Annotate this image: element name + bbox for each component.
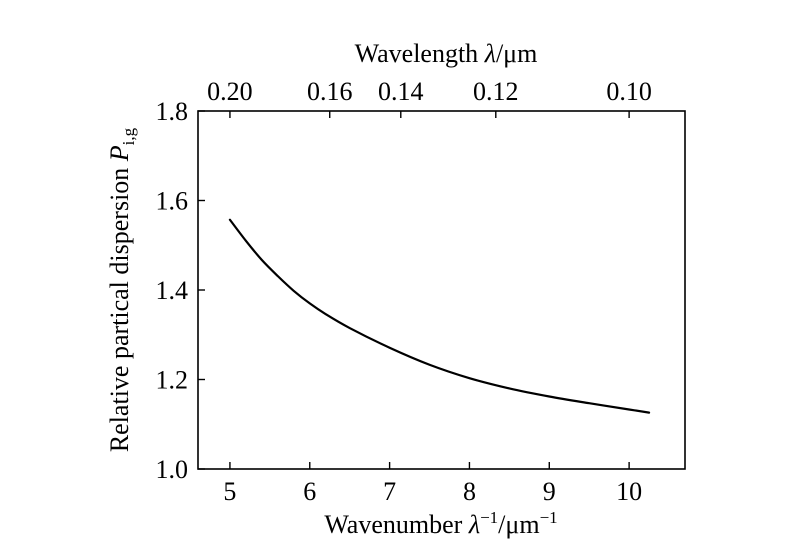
top-tick-label: 0.14 bbox=[378, 77, 424, 106]
left-axis-ticks: 1.0 1.2 1.4 1.6 1.8 bbox=[156, 97, 205, 484]
top-tick-label: 0.16 bbox=[307, 77, 353, 106]
y-axis-title-subscript: i,g bbox=[119, 127, 138, 145]
x-tick-label: 6 bbox=[303, 477, 316, 506]
x-axis-title: Wavenumber λ−1/μm−1 bbox=[324, 508, 557, 539]
x-tick-label: 7 bbox=[383, 477, 396, 506]
x-axis-title-lambda: λ bbox=[468, 510, 480, 539]
plot-frame bbox=[197, 110, 686, 470]
y-tick-label: 1.8 bbox=[156, 97, 189, 126]
x-axis-title-sup2: −1 bbox=[540, 508, 558, 527]
series-layer bbox=[228, 218, 651, 414]
y-tick-label: 1.6 bbox=[156, 187, 189, 216]
y-tick-label: 1.4 bbox=[156, 276, 189, 305]
top-tick-label: 0.10 bbox=[606, 77, 652, 106]
series-line bbox=[228, 218, 651, 414]
x-tick-label: 10 bbox=[616, 477, 642, 506]
bottom-axis-ticks: 5 6 7 8 9 10 bbox=[223, 462, 642, 506]
top-axis-title-lambda: λ bbox=[484, 39, 496, 68]
top-tick-label: 0.12 bbox=[473, 77, 519, 106]
x-tick-label: 9 bbox=[543, 477, 556, 506]
y-tick-label: 1.2 bbox=[156, 366, 189, 395]
top-axis-title-prefix: Wavelength bbox=[355, 39, 485, 68]
top-tick-label: 0.20 bbox=[207, 77, 253, 106]
top-axis-ticks: 0.20 0.16 0.14 0.12 0.10 bbox=[207, 77, 652, 118]
y-axis-title-symbol: P bbox=[105, 145, 134, 162]
top-axis-title: Wavelength λ/μm bbox=[355, 39, 538, 68]
y-axis-title-prefix: Relative partical dispersion bbox=[105, 161, 134, 452]
x-axis-title-unit: /μm bbox=[498, 510, 539, 539]
y-tick-label: 1.0 bbox=[156, 455, 189, 484]
x-axis-title-prefix: Wavenumber bbox=[324, 510, 468, 539]
y-axis-title: Relative partical dispersion Pi,g bbox=[105, 127, 138, 452]
x-axis-title-sup1: −1 bbox=[480, 508, 498, 527]
x-tick-label: 5 bbox=[223, 477, 236, 506]
top-axis-title-unit: /μm bbox=[496, 39, 537, 68]
x-tick-label: 8 bbox=[463, 477, 476, 506]
